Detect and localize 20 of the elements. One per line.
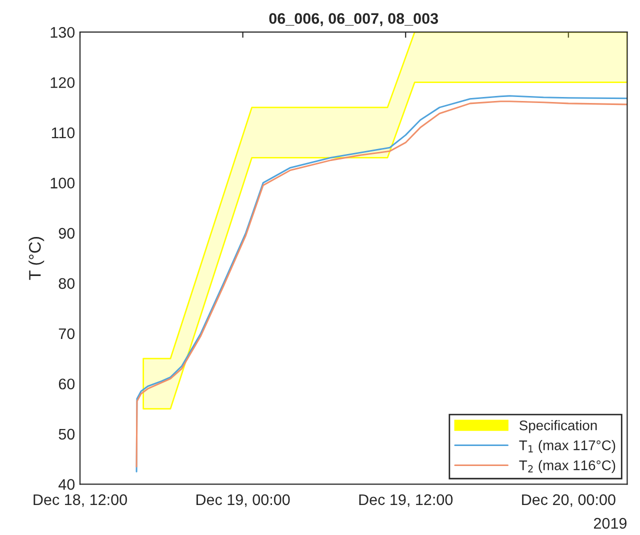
y-tick-label: 100 — [50, 178, 75, 188]
y-axis-title: T (°C) — [28, 237, 44, 280]
y-tick-label: 110 — [52, 127, 75, 138]
text: 2019 — [594, 518, 626, 529]
y-tick-label: 60 — [58, 378, 75, 390]
y-tick-label: 90 — [58, 228, 75, 239]
legend-label: T$_{2}$ (max 116°C) — [519, 460, 616, 473]
legend-label: T$_{1}$ (max 117°C) — [519, 440, 616, 453]
y-tick-label: 80 — [58, 278, 75, 289]
y-tick-label: 130 — [50, 26, 75, 38]
x-tick-label: Dec 19, 00:00 — [196, 494, 290, 507]
chart-title: 06_006, 06_007, 08_003 — [269, 13, 438, 26]
y-tick-label: 40 — [58, 479, 75, 490]
x-tick-label: Dec 18, 12:00 — [34, 494, 127, 507]
legend-label: Specification — [520, 420, 597, 434]
x-tick-label: Dec 20, 00:00 — [522, 494, 616, 507]
y-tick-label: 70 — [58, 328, 75, 340]
y-tick-label: 120 — [50, 77, 75, 88]
y-tick-label: 50 — [58, 428, 75, 440]
x-tick-label: Dec 19, 12:00 — [359, 494, 453, 507]
